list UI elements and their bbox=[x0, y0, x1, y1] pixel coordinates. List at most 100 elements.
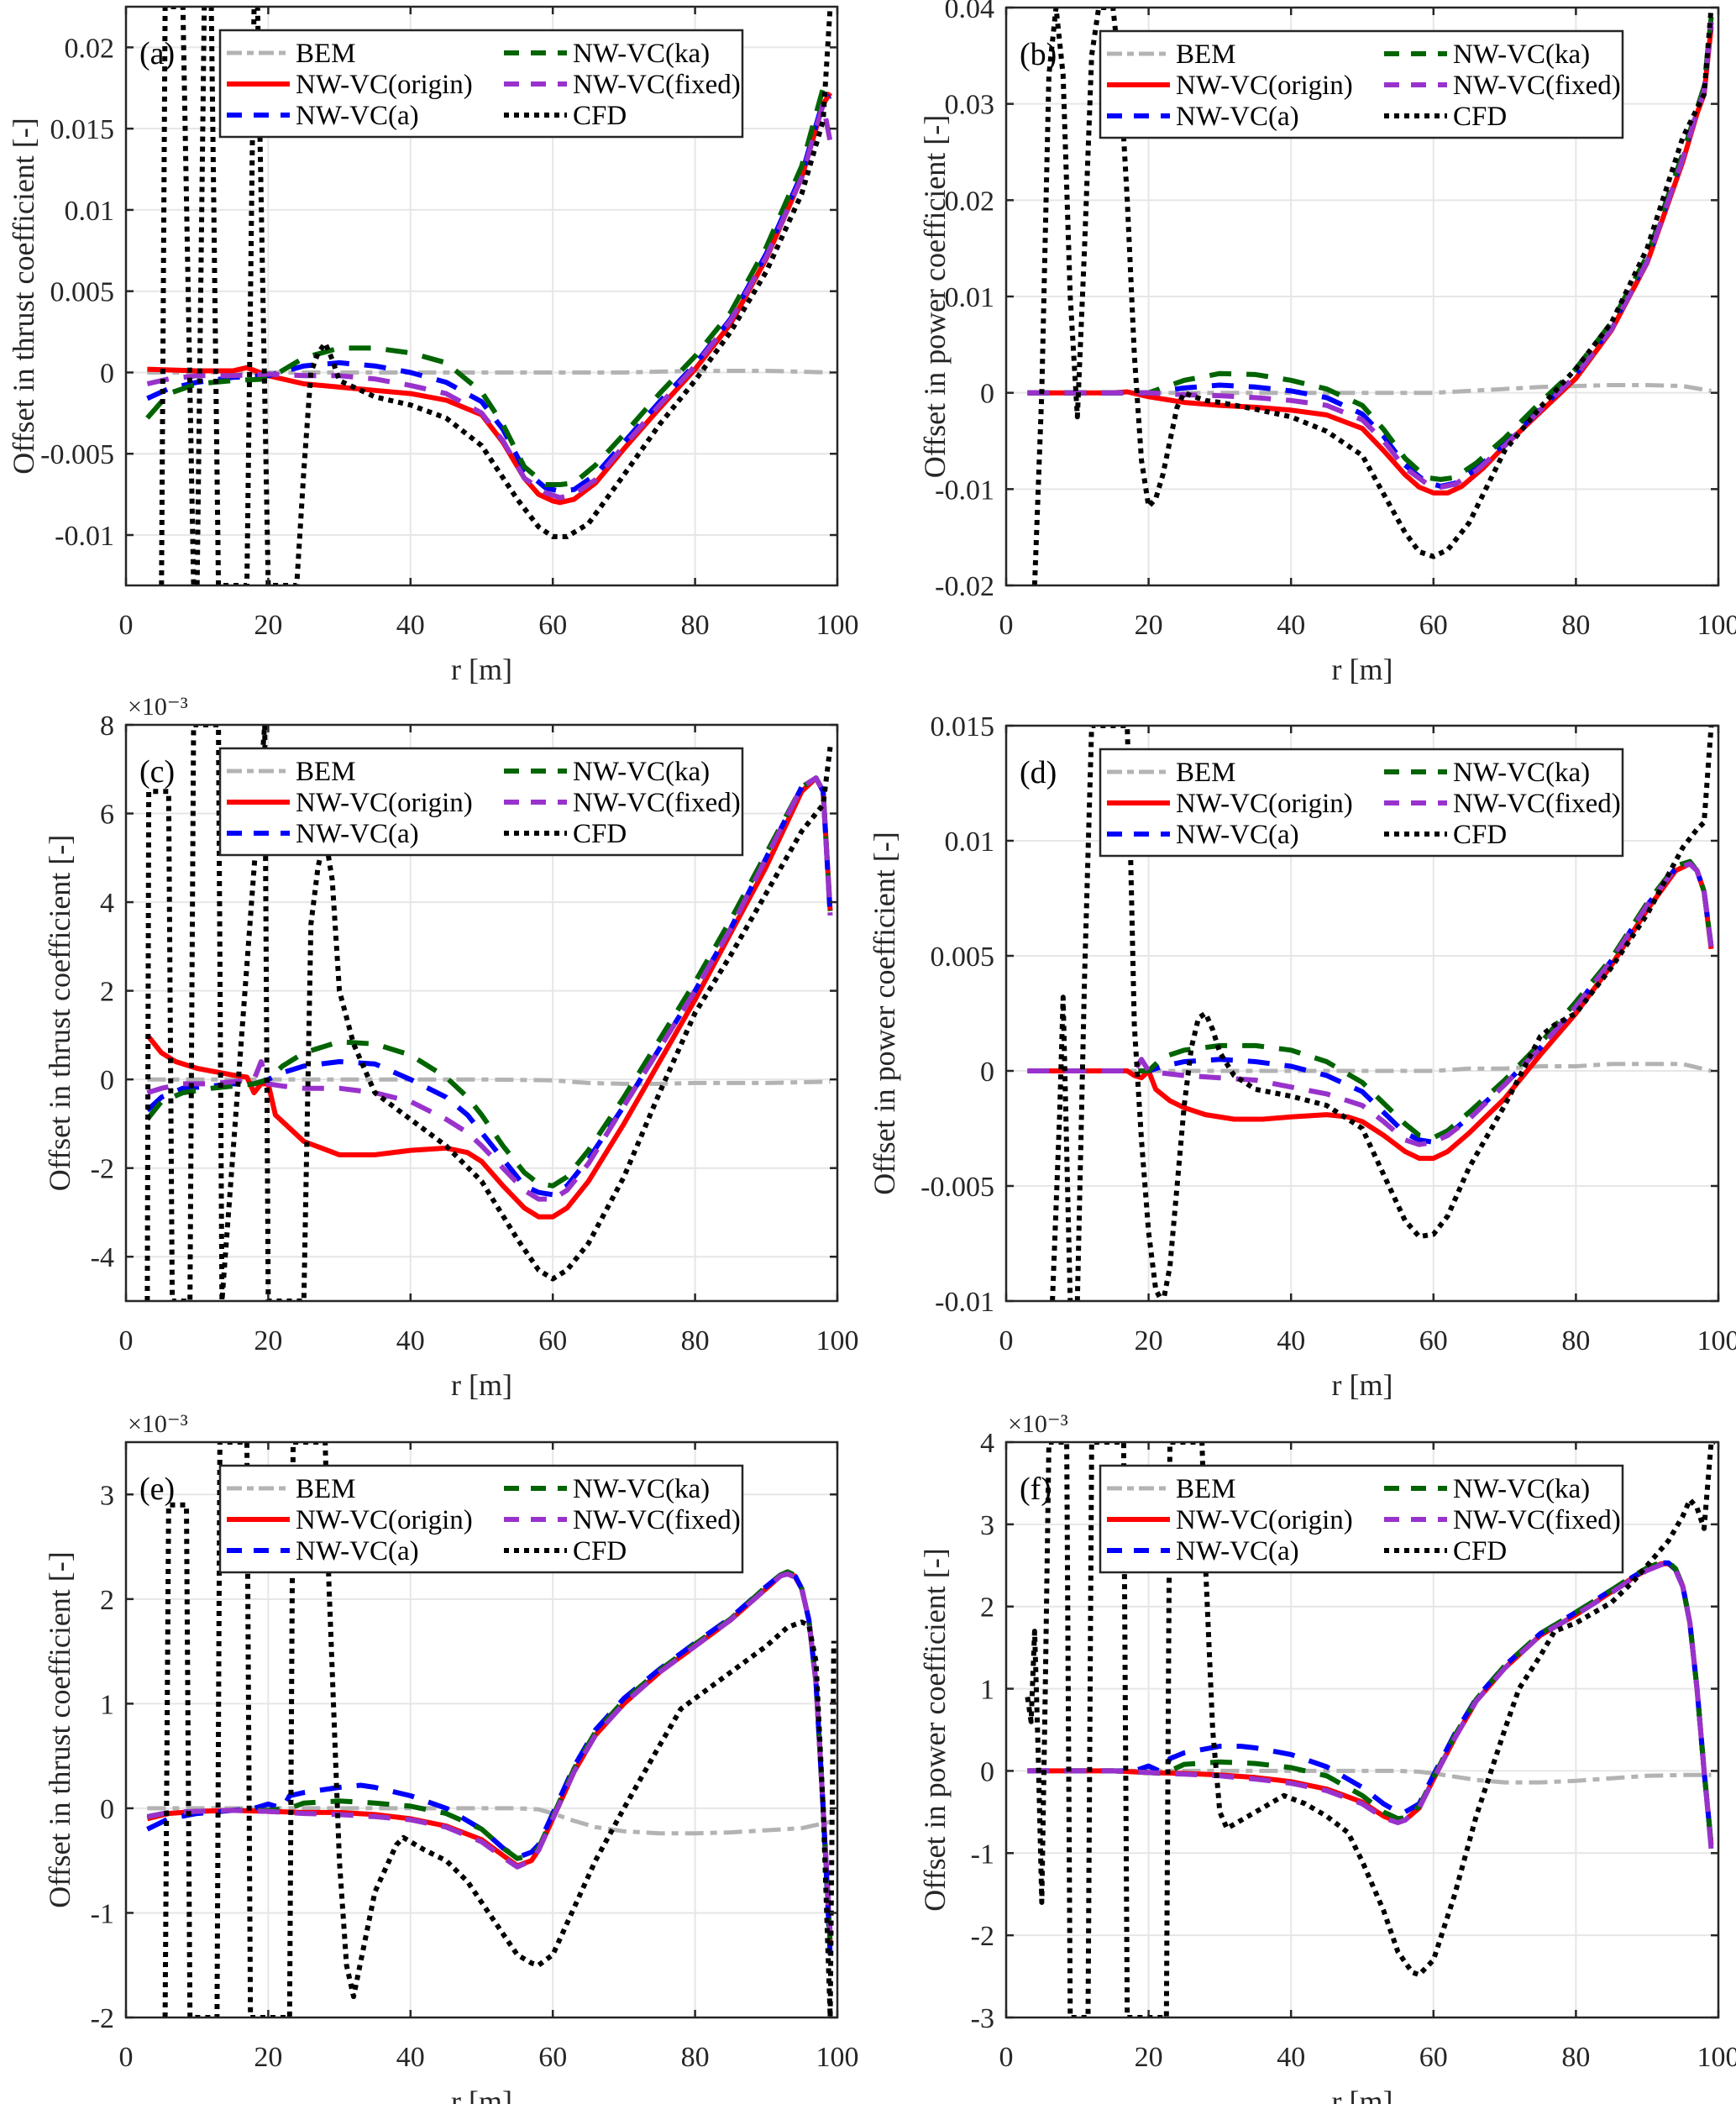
y-tick-label: -0.01 bbox=[935, 475, 994, 506]
series-nw-vc-fixed bbox=[1027, 1561, 1714, 1850]
series-nw-vc-origin bbox=[147, 92, 833, 506]
legend-label: NW-VC(a) bbox=[296, 1536, 419, 1566]
x-tick-label: 60 bbox=[1419, 2042, 1448, 2073]
legend-label: BEM bbox=[1176, 758, 1236, 788]
series-nw-vc-ka bbox=[145, 82, 831, 487]
y-tick-label: -0.02 bbox=[935, 571, 994, 602]
legend-label: NW-VC(origin) bbox=[296, 70, 473, 100]
y-tick-label: 0.01 bbox=[945, 826, 995, 858]
x-tick-label: 20 bbox=[254, 610, 282, 641]
y-tick-label: 0.015 bbox=[931, 711, 995, 742]
series-bem bbox=[1027, 1062, 1712, 1073]
y-tick-label: -0.005 bbox=[40, 439, 114, 470]
y-tick-label: 0.01 bbox=[65, 196, 115, 227]
legend-item: NW-VC(a) bbox=[1107, 1536, 1299, 1566]
legend-box bbox=[1099, 748, 1624, 858]
y-axis-label: Offset in power coefficient [-] bbox=[918, 115, 952, 479]
x-axis-label: r [m] bbox=[1332, 2085, 1393, 2104]
legend-box bbox=[1099, 1464, 1624, 1574]
legend-item: NW-VC(origin) bbox=[1107, 71, 1353, 101]
legend-item: CFD bbox=[504, 819, 627, 849]
axes-frame bbox=[124, 1440, 839, 2019]
x-axis-label: r [m] bbox=[1332, 1368, 1393, 1402]
x-axis-label: r [m] bbox=[451, 1368, 512, 1402]
legend-item: NW-VC(fixed) bbox=[1384, 789, 1621, 819]
x-tick-label: 100 bbox=[816, 2042, 859, 2073]
y-tick-label: 3 bbox=[980, 1510, 994, 1541]
x-tick-label: 0 bbox=[999, 610, 1014, 641]
x-tick-label: 20 bbox=[254, 2042, 282, 2073]
x-tick-label: 60 bbox=[1419, 610, 1448, 641]
x-tick-label: 80 bbox=[681, 610, 710, 641]
legend-item: NW-VC(ka) bbox=[504, 39, 710, 69]
series-cfd bbox=[159, 7, 833, 585]
x-tick-label: 40 bbox=[1277, 2042, 1305, 2073]
series-cfd bbox=[1025, 1442, 1715, 2017]
y-tick-label: -2 bbox=[971, 1921, 994, 1952]
x-tick-label: 80 bbox=[1561, 2042, 1590, 2073]
x-tick-label: 20 bbox=[1135, 610, 1163, 641]
legend-item: CFD bbox=[504, 101, 627, 131]
x-tick-label: 0 bbox=[119, 610, 134, 641]
y-tick-label: 0.005 bbox=[50, 277, 115, 308]
legend-label: NW-VC(a) bbox=[1176, 102, 1299, 132]
series-nw-vc-a bbox=[146, 1569, 833, 1955]
y-tick-label: 2 bbox=[100, 1585, 114, 1616]
legend-label: BEM bbox=[296, 39, 356, 69]
panel-tag: (c) bbox=[139, 754, 175, 790]
x-tick-label: 20 bbox=[1135, 2042, 1163, 2073]
legend-item: NW-VC(fixed) bbox=[1384, 71, 1621, 101]
legend-item: NW-VC(ka) bbox=[504, 757, 710, 787]
legend-item: NW-VC(fixed) bbox=[504, 1505, 741, 1535]
y-tick-label: 0.03 bbox=[945, 90, 995, 121]
legend-label: NW-VC(a) bbox=[296, 819, 419, 849]
x-tick-label: 80 bbox=[681, 2042, 710, 2073]
y-tick-label: -2 bbox=[91, 2003, 114, 2034]
legend-box bbox=[218, 1464, 744, 1574]
series-cfd bbox=[144, 725, 833, 1301]
legend-label: NW-VC(a) bbox=[1176, 1536, 1299, 1566]
legend-item: CFD bbox=[1384, 820, 1507, 850]
legend-item: NW-VC(ka) bbox=[1384, 1474, 1590, 1504]
legend-label: NW-VC(ka) bbox=[573, 1474, 710, 1504]
x-tick-label: 0 bbox=[119, 1325, 134, 1356]
series-cfd bbox=[162, 1442, 837, 2017]
y-tick-label: 0 bbox=[100, 358, 114, 389]
y-tick-label: 0.02 bbox=[945, 186, 995, 217]
y-tick-label: -0.01 bbox=[935, 1287, 994, 1318]
legend-item: CFD bbox=[1384, 1536, 1507, 1566]
legend-item: BEM bbox=[1107, 758, 1236, 788]
x-axis-label: r [m] bbox=[1332, 653, 1393, 686]
x-tick-label: 20 bbox=[1135, 1325, 1163, 1356]
legend-box bbox=[1099, 29, 1624, 139]
y-tick-label: 0 bbox=[100, 1065, 114, 1096]
axes-frame bbox=[124, 5, 839, 587]
series-cfd bbox=[1031, 8, 1714, 585]
x-tick-label: 40 bbox=[396, 610, 425, 641]
y-tick-label: 4 bbox=[980, 1428, 994, 1459]
legend-item: NW-VC(origin) bbox=[1107, 789, 1353, 819]
x-tick-label: 0 bbox=[999, 2042, 1014, 2073]
axes-frame bbox=[1004, 724, 1720, 1303]
y-axis-label: Offset in power coefficient [-] bbox=[918, 1548, 952, 1912]
y-tick-label: 0.01 bbox=[945, 282, 995, 313]
series-nw-vc-ka bbox=[145, 775, 833, 1188]
y-tick-label: -4 bbox=[91, 1242, 114, 1273]
x-tick-label: 40 bbox=[1277, 1325, 1305, 1356]
legend-label: NW-VC(fixed) bbox=[573, 70, 741, 100]
legend-label: NW-VC(fixed) bbox=[573, 1505, 741, 1535]
series-bem bbox=[1027, 1768, 1712, 1785]
panel-tag: (b) bbox=[1020, 37, 1057, 72]
legend-label: CFD bbox=[1453, 1536, 1507, 1566]
legend-item: NW-VC(origin) bbox=[227, 1505, 473, 1535]
panel-c: 0 20 40 60 80 100 -4 -2 0 2 4 6 8 ×10⁻³ r [m] Offset in… bbox=[43, 693, 859, 1402]
series-group bbox=[146, 1442, 837, 2017]
legend-item: BEM bbox=[227, 39, 356, 69]
legend-label: NW-VC(a) bbox=[296, 101, 419, 131]
legend-box bbox=[218, 29, 744, 139]
panel-e: 0 20 40 60 80 100 -2 -1 0 1 2 3 ×10⁻³ r [m] Offset in … bbox=[43, 1410, 859, 2104]
x-tick-label: 80 bbox=[1561, 610, 1590, 641]
y-axis-label: Offset in thrust coefficient [-] bbox=[7, 118, 40, 475]
